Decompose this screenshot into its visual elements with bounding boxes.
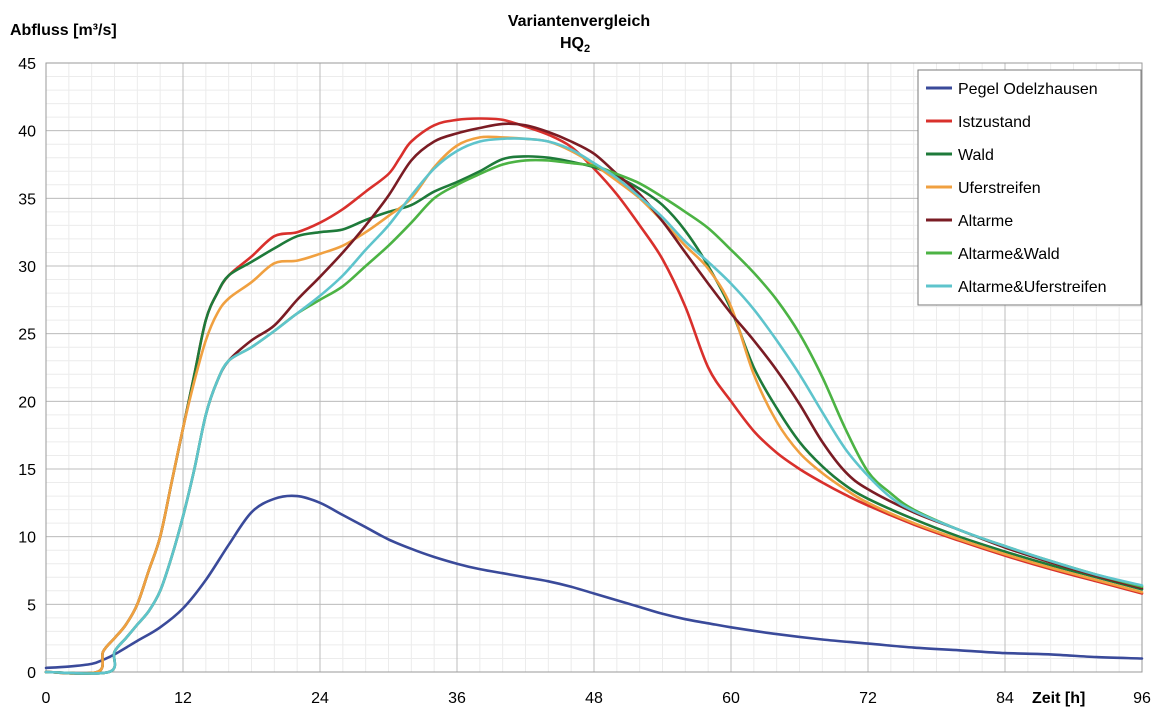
legend-label-uferstreifen: Uferstreifen [958,180,1041,197]
y-tick-label: 15 [18,462,36,479]
y-tick-label: 0 [27,665,36,682]
x-tick-labels: 0 12 24 36 48 60 72 84 96 [42,690,1151,707]
chart-subtitle-main: HQ [560,35,584,52]
legend-label-altarme: Altarme [958,213,1013,230]
x-tick-label: 96 [1133,690,1151,707]
legend-label-altarme-wald: Altarme&Wald [958,246,1060,263]
legend-box [917,69,1142,306]
y-tick-label: 20 [18,394,36,411]
y-tick-labels: 0 5 10 15 20 25 30 35 40 45 [18,56,36,682]
chart-title: Variantenvergleich [508,13,650,30]
y-tick-label: 10 [18,530,36,547]
y-tick-label: 30 [18,259,36,276]
series-group [44,117,1144,675]
series-line-uferstreifen [44,135,1144,675]
plot-border [45,62,1143,673]
legend-label-pegel-odelzhausen: Pegel Odelzhausen [958,81,1098,98]
x-tick-label: 0 [42,690,51,707]
x-axis-title: Zeit [h] [1032,690,1085,707]
y-axis-title: Abfluss [m³/s] [10,22,117,39]
chart-subtitle-subscript: 2 [584,43,590,55]
x-tick-label: 72 [859,690,877,707]
chart-subtitle: HQ2 [560,35,590,55]
x-tick-label: 48 [585,690,603,707]
x-tick-label: 84 [996,690,1014,707]
series-line-pegel-odelzhausen [44,494,1144,670]
x-tick-label: 60 [722,690,740,707]
y-tick-label: 35 [18,191,36,208]
y-tick-label: 45 [18,56,36,73]
x-tick-label: 12 [174,690,192,707]
x-tick-label: 36 [448,690,466,707]
series-line-altarme-uferstreifen [44,137,1144,675]
y-tick-label: 5 [27,597,36,614]
x-tick-label: 24 [311,690,329,707]
legend: Pegel Odelzhausen Istzustand Wald Uferstrei… [917,69,1142,306]
y-tick-label: 40 [18,124,36,141]
y-tick-label: 25 [18,327,36,344]
legend-label-wald: Wald [958,147,994,164]
legend-label-altarme-uferstreifen: Altarme&Uferstreifen [958,279,1107,296]
legend-label-istzustand: Istzustand [958,114,1031,131]
